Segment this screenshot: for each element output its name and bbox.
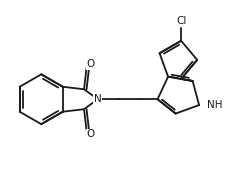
Text: O: O (86, 59, 94, 69)
Text: Cl: Cl (176, 16, 186, 26)
Text: N: N (94, 94, 102, 104)
Text: O: O (86, 129, 94, 139)
Text: NH: NH (207, 100, 222, 110)
